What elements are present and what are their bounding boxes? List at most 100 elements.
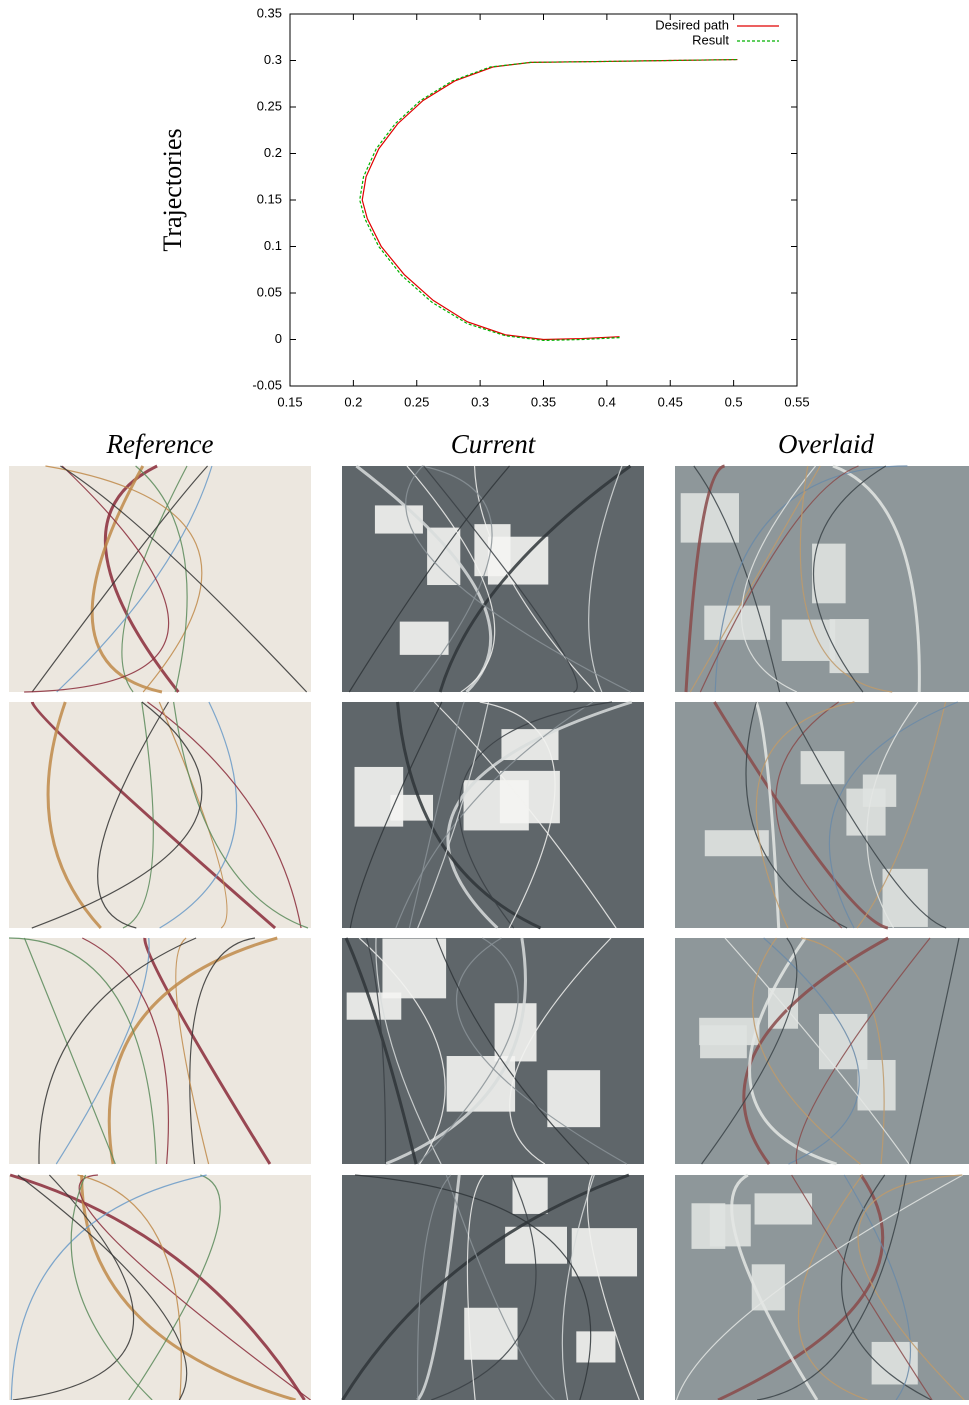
road xyxy=(24,465,170,693)
road xyxy=(797,1174,868,1401)
road xyxy=(684,464,726,693)
road xyxy=(97,701,170,929)
road xyxy=(742,936,889,1165)
road xyxy=(82,937,170,1165)
field-patch xyxy=(487,536,549,585)
road xyxy=(438,464,632,693)
road xyxy=(856,701,947,929)
road xyxy=(431,1174,537,1401)
road xyxy=(745,701,848,929)
road xyxy=(358,937,446,1165)
road xyxy=(417,937,519,1165)
field-patch xyxy=(862,774,897,807)
road xyxy=(741,465,817,693)
x-tick-label: 0.3 xyxy=(471,394,489,409)
road xyxy=(354,1174,592,1401)
road xyxy=(675,1174,964,1401)
road xyxy=(752,937,861,1165)
road xyxy=(857,1174,965,1401)
road xyxy=(128,1174,221,1401)
road xyxy=(730,1173,819,1401)
road xyxy=(107,936,278,1165)
road xyxy=(31,465,208,693)
y-tick-label: 0.3 xyxy=(264,52,282,67)
map-image xyxy=(342,937,644,1166)
road xyxy=(748,937,837,1166)
road xyxy=(800,937,885,1165)
road xyxy=(479,701,556,929)
road xyxy=(78,1174,311,1401)
road xyxy=(17,1174,188,1401)
road xyxy=(455,937,628,1165)
y-tick-label: 0.2 xyxy=(264,145,282,160)
y-tick-label: 0 xyxy=(275,331,282,346)
road xyxy=(416,1174,452,1401)
road xyxy=(754,701,781,929)
road xyxy=(755,701,855,929)
road xyxy=(763,937,860,1165)
series-line xyxy=(359,58,738,342)
field-patch xyxy=(463,780,529,831)
x-tick-label: 0.4 xyxy=(598,394,616,409)
y-tick-label: 0.15 xyxy=(257,191,282,206)
road xyxy=(77,1174,182,1401)
y-tick-label: 0.1 xyxy=(264,238,282,253)
field-patch xyxy=(382,938,447,999)
field-patch xyxy=(699,1017,760,1046)
road xyxy=(701,937,798,1165)
map-image xyxy=(342,464,644,694)
road xyxy=(795,937,931,1165)
map-image xyxy=(9,1173,311,1402)
column-title: Current xyxy=(451,429,537,459)
image-background xyxy=(342,1175,644,1400)
field-patch xyxy=(680,493,739,543)
road xyxy=(416,1174,461,1402)
field-patch xyxy=(882,868,928,927)
road xyxy=(435,937,590,1165)
x-tick-label: 0.55 xyxy=(784,394,809,409)
column-title: Reference xyxy=(106,429,214,459)
road xyxy=(189,937,256,1165)
map-image xyxy=(341,1173,644,1402)
road xyxy=(375,937,442,1165)
road xyxy=(408,701,465,929)
field-patch xyxy=(547,1070,601,1128)
y-axis-label: Trajectories xyxy=(158,128,187,251)
road xyxy=(405,465,632,693)
road xyxy=(175,937,210,1165)
road xyxy=(791,1174,933,1401)
map-image xyxy=(9,936,311,1165)
y-tick-label: -0.05 xyxy=(252,377,282,392)
field-patch xyxy=(691,1203,726,1249)
road xyxy=(344,937,418,1165)
road xyxy=(31,701,203,929)
road xyxy=(832,464,921,693)
road xyxy=(799,465,893,693)
field-patch xyxy=(829,619,869,674)
road xyxy=(714,465,908,693)
field-patch xyxy=(857,1059,896,1111)
field-patch xyxy=(512,1177,548,1214)
road xyxy=(699,465,859,693)
column-title: Overlaid xyxy=(778,429,874,459)
road xyxy=(147,701,302,929)
road xyxy=(12,1174,135,1401)
field-patch xyxy=(576,1331,616,1363)
road xyxy=(693,465,781,693)
plot-frame xyxy=(289,13,798,387)
road xyxy=(60,465,308,693)
road xyxy=(417,701,489,929)
field-patch xyxy=(751,1264,785,1311)
road xyxy=(466,1174,485,1401)
legend-label: Result xyxy=(692,32,729,47)
road xyxy=(395,701,594,929)
field-patch xyxy=(494,1003,537,1062)
road xyxy=(509,937,612,1165)
road xyxy=(143,937,272,1165)
map-image xyxy=(675,464,969,693)
field-patch xyxy=(781,619,836,661)
road xyxy=(561,1174,595,1401)
y-tick-label: 0.35 xyxy=(257,5,282,20)
road xyxy=(785,701,947,929)
